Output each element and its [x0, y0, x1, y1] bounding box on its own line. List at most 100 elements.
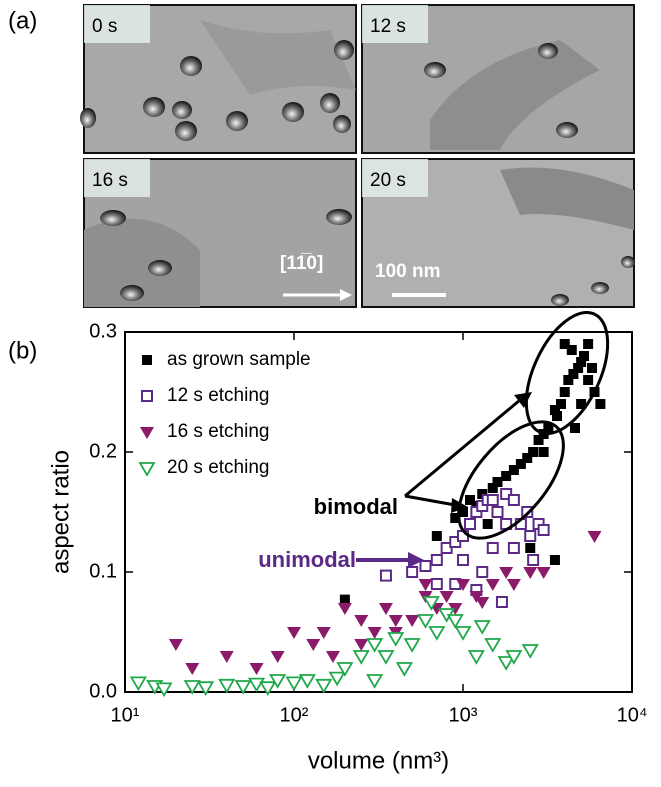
legend-marker	[140, 427, 154, 439]
point	[316, 627, 331, 639]
point	[555, 399, 566, 409]
point	[515, 459, 526, 469]
point	[536, 567, 551, 579]
point	[492, 477, 503, 487]
point	[155, 682, 173, 698]
point	[506, 579, 521, 591]
point	[570, 423, 581, 433]
point	[336, 662, 354, 677]
arrow-head	[514, 392, 532, 408]
point	[505, 650, 523, 665]
point	[270, 651, 285, 663]
point	[486, 494, 499, 506]
point	[495, 596, 508, 608]
point	[457, 554, 469, 566]
annotation: bimodal	[314, 494, 398, 519]
point	[595, 399, 606, 409]
point	[538, 447, 549, 457]
point	[573, 363, 584, 373]
point	[456, 579, 470, 591]
point	[315, 678, 333, 694]
point	[197, 681, 215, 696]
point	[168, 639, 183, 651]
point	[354, 615, 369, 627]
x-tick-label: 10⁴	[617, 704, 648, 726]
image-label: 16 s	[92, 170, 128, 191]
point	[521, 644, 539, 659]
arrow	[404, 398, 521, 507]
point	[583, 339, 594, 349]
image-label: 20 s	[370, 170, 406, 191]
point	[306, 639, 321, 651]
point	[475, 597, 490, 609]
x-tick-label: 10¹	[111, 704, 140, 726]
point	[269, 674, 287, 689]
point	[287, 627, 301, 639]
point	[552, 411, 563, 421]
y-axis-label: aspect ratio	[47, 450, 74, 574]
point	[485, 579, 500, 591]
point	[454, 626, 472, 641]
image-label: 12 s	[370, 16, 406, 37]
arrow-head	[451, 498, 468, 513]
ellipse	[457, 420, 565, 540]
x-tick-label: 10³	[449, 704, 478, 726]
annotation: unimodal	[258, 547, 356, 572]
point	[566, 345, 577, 355]
point	[439, 591, 454, 603]
point	[583, 375, 594, 385]
point	[328, 671, 346, 687]
point	[487, 483, 498, 493]
point	[416, 614, 435, 629]
point	[418, 579, 433, 591]
x-axis-label: volume (nm³)	[308, 747, 449, 774]
plot: (b) 0.0 0.1 0.2 0.3 10¹ 10² 10³ 10⁴ volume (nm³) a…	[8, 310, 648, 774]
y-tick-label: 0.3	[89, 320, 117, 342]
direction-label: [11̅0]	[280, 253, 323, 274]
point	[354, 639, 369, 651]
point	[218, 678, 236, 694]
point	[507, 494, 520, 506]
legend-label: 12 s etching	[167, 385, 269, 406]
point	[339, 594, 350, 605]
point	[430, 578, 443, 590]
ellipse	[524, 310, 610, 436]
point	[430, 554, 443, 566]
point	[378, 603, 393, 615]
point	[422, 596, 440, 611]
point	[377, 650, 395, 665]
image	[83, 158, 357, 308]
point	[464, 495, 475, 505]
point	[467, 650, 485, 665]
y-tick-label: 0.2	[89, 440, 117, 462]
point	[473, 620, 491, 635]
point	[523, 567, 538, 579]
point	[234, 680, 252, 695]
point	[497, 656, 515, 671]
point	[403, 638, 421, 653]
point	[458, 507, 468, 517]
point	[379, 569, 392, 582]
y-tick-label: 0.1	[89, 560, 117, 582]
point	[533, 435, 544, 445]
point	[527, 554, 540, 566]
point	[406, 566, 419, 578]
point	[219, 651, 234, 663]
point	[528, 447, 539, 457]
point	[587, 363, 598, 373]
point	[446, 614, 464, 629]
point	[576, 357, 587, 367]
point	[501, 471, 512, 481]
point	[366, 674, 384, 689]
legend-marker	[141, 390, 153, 402]
point	[448, 603, 463, 615]
point	[568, 369, 579, 379]
point	[259, 681, 277, 696]
point	[387, 632, 405, 647]
legend-label: 20 s etching	[167, 457, 269, 478]
point	[499, 567, 514, 579]
point	[185, 663, 200, 675]
point	[450, 513, 461, 523]
point	[325, 651, 340, 663]
